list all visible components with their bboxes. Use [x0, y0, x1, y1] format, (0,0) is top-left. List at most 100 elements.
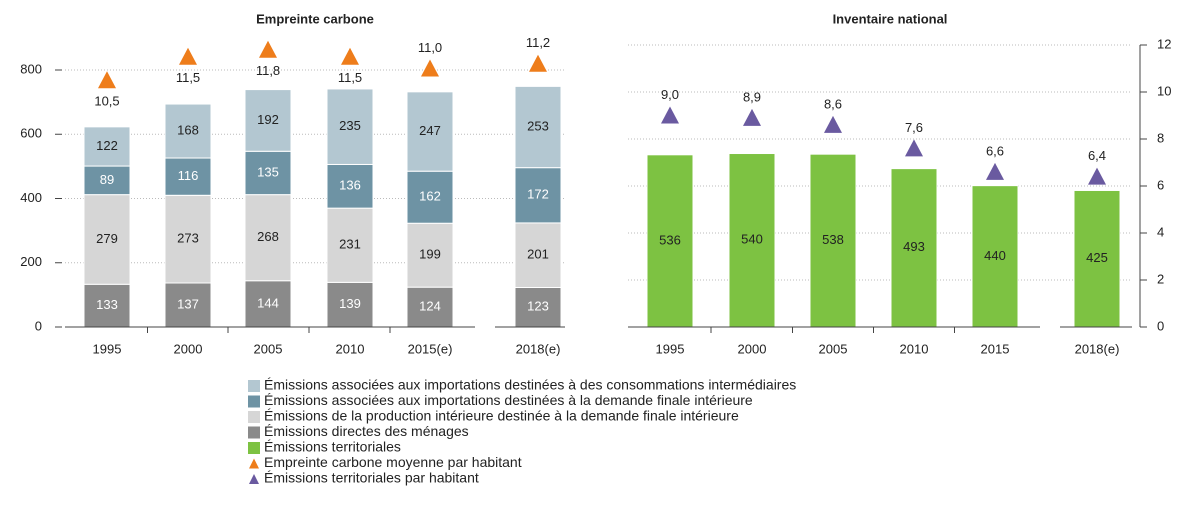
data-label: 493: [903, 239, 925, 254]
bar-segment: [164, 282, 212, 328]
data-label: 11,8: [256, 63, 280, 78]
x-tick-label: 2015(e): [408, 341, 453, 356]
bar-segment: [326, 281, 374, 328]
data-label: 10,5: [94, 94, 119, 109]
panel-title: Empreinte carbone: [256, 11, 374, 26]
y2-tick-label: 10: [1157, 83, 1171, 98]
bar-segment: [326, 88, 374, 165]
y2-tick-label: 12: [1157, 36, 1171, 51]
data-label: 199: [419, 247, 441, 262]
x-tick-label: 2010: [900, 341, 929, 356]
data-label: 168: [177, 122, 199, 137]
data-label: 6,4: [1088, 148, 1106, 163]
y-tick-label: 0: [35, 318, 42, 333]
data-label: 123: [527, 299, 549, 314]
data-label: 11,2: [526, 35, 550, 50]
legend-label: Émissions territoriales par habitant: [264, 470, 479, 486]
y2-tick-label: 0: [1157, 318, 1164, 333]
y2-tick-label: 8: [1157, 130, 1164, 145]
marker-triangle: [743, 108, 761, 126]
legend-swatch: [248, 411, 260, 423]
marker-triangle: [179, 47, 197, 65]
y2-tick-label: 4: [1157, 224, 1164, 239]
data-label: 136: [339, 178, 361, 193]
data-label: 122: [96, 138, 118, 153]
marker-triangle: [421, 59, 439, 77]
data-label: 425: [1086, 250, 1108, 265]
legend-label: Émissions directes des ménages: [264, 423, 469, 439]
data-label: 7,6: [905, 120, 923, 135]
bar-segment: [971, 185, 1019, 328]
bar-segment: [164, 194, 212, 284]
data-label: 11,5: [176, 70, 200, 85]
panel-title: Inventaire national: [833, 11, 948, 26]
bar-segment: [406, 286, 454, 328]
data-label: 135: [257, 164, 279, 179]
x-tick-label: 2010: [336, 341, 365, 356]
bar-segment: [514, 222, 562, 288]
bar-segment: [514, 286, 562, 328]
data-label: 124: [419, 299, 441, 314]
y-tick-label: 200: [20, 254, 42, 269]
data-label: 172: [527, 187, 549, 202]
x-tick-label: 2018(e): [1075, 341, 1120, 356]
legend-swatch: [248, 395, 260, 408]
x-tick-label: 2000: [174, 341, 203, 356]
bar-segment: [406, 91, 454, 172]
data-label: 137: [177, 296, 199, 311]
data-label: 8,9: [743, 89, 761, 104]
x-tick-label: 2018(e): [516, 341, 561, 356]
bar-segment: [244, 150, 292, 196]
legend-swatch: [248, 380, 260, 392]
marker-triangle: [905, 139, 923, 157]
bar-segment: [406, 170, 454, 224]
x-tick-label: 1995: [656, 341, 685, 356]
marker-triangle: [1088, 167, 1106, 185]
x-tick-label: 2005: [254, 341, 283, 356]
data-label: 279: [96, 231, 118, 246]
legend-marker: [249, 474, 259, 484]
data-label: 9,0: [661, 87, 679, 102]
data-label: 268: [257, 229, 279, 244]
marker-triangle: [98, 71, 116, 89]
bar-segment: [83, 194, 131, 285]
data-label: 231: [339, 237, 361, 252]
marker-triangle: [986, 162, 1004, 180]
data-label: 540: [741, 232, 763, 247]
bar-segment: [1073, 189, 1121, 328]
data-label: 192: [257, 112, 279, 127]
legend-label: Émissions territoriales: [264, 439, 401, 455]
data-label: 11,0: [418, 40, 442, 55]
data-label: 273: [177, 231, 199, 246]
data-label: 8,6: [824, 96, 842, 111]
bar-segment: [514, 85, 562, 169]
bar-segment: [244, 194, 292, 282]
legend-swatch: [248, 426, 260, 439]
legend-label: Émissions associées aux importations des…: [264, 377, 796, 393]
bar-segment: [514, 167, 562, 224]
legend-label: Empreinte carbone moyenne par habitant: [264, 454, 522, 470]
data-label: 201: [527, 247, 549, 262]
data-label: 6,6: [986, 143, 1004, 158]
x-tick-label: 2015: [981, 341, 1010, 356]
data-label: 144: [257, 295, 279, 310]
bar-segment: [164, 103, 212, 159]
bar-segment: [326, 163, 374, 209]
data-label: 162: [419, 189, 441, 204]
x-tick-label: 2000: [738, 341, 767, 356]
marker-triangle: [259, 40, 277, 58]
y2-tick-label: 6: [1157, 177, 1164, 192]
bar-segment: [244, 89, 292, 152]
bar-segment: [164, 157, 212, 196]
y-tick-label: 800: [20, 61, 42, 76]
legend-label: Émissions associées aux importations des…: [264, 392, 753, 408]
data-label: 139: [339, 296, 361, 311]
data-label: 235: [339, 118, 361, 133]
legend-marker: [249, 458, 259, 469]
data-label: 253: [527, 118, 549, 133]
bar-segment: [83, 126, 131, 167]
marker-triangle: [824, 115, 842, 133]
data-label: 11,5: [338, 70, 362, 85]
data-label: 247: [419, 123, 441, 138]
